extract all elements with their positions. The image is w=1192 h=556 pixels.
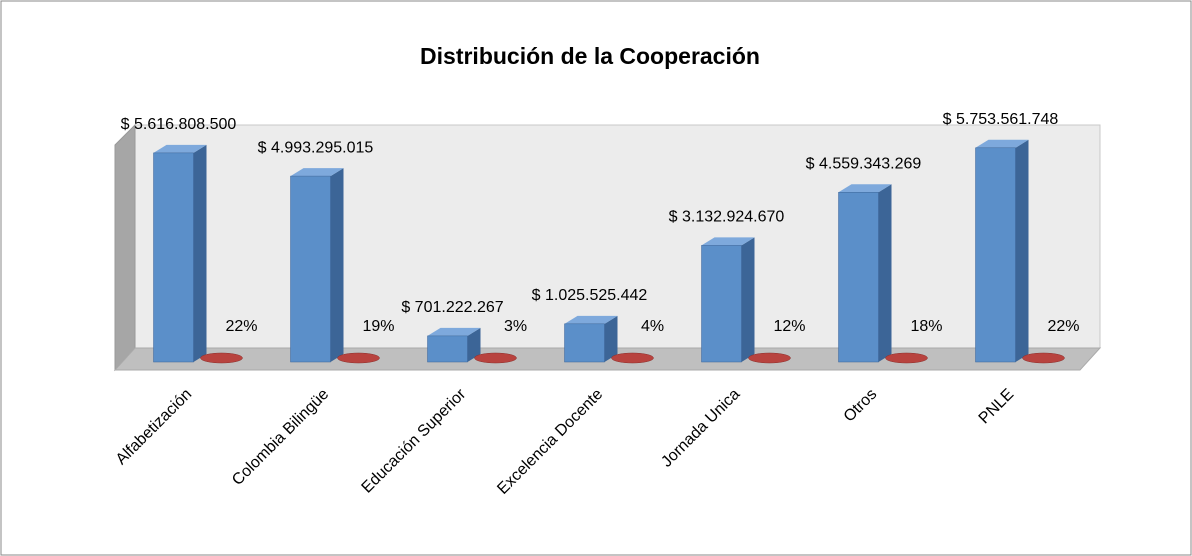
bar-side [193,144,207,362]
bar-side [741,237,755,362]
percent-disc [337,352,380,364]
percent-label: 18% [910,318,942,335]
bar-top [427,327,481,336]
percent-disc [200,352,243,364]
bar-side [878,184,892,362]
bar [290,175,331,363]
bar-side [330,168,344,362]
percent-disc [885,352,928,364]
bar-top [153,144,207,153]
percent-label: 4% [641,318,664,335]
percent-label: 22% [225,318,257,335]
value-label: $ 3.132.924.670 [669,209,785,226]
bar [564,323,605,363]
percent-label: 12% [773,318,805,335]
bar-top [701,237,755,246]
side-wall [114,123,136,372]
bar-top [290,168,344,177]
value-label: $ 5.753.561.748 [943,111,1059,128]
bar-top [975,139,1029,148]
bar-top [838,184,892,193]
value-label: $ 701.222.267 [401,299,503,316]
percent-disc [1022,352,1065,364]
percent-disc [474,352,517,364]
bar-side [604,315,618,362]
bar [427,335,468,363]
value-label: $ 4.993.295.015 [258,139,374,156]
bar-side [467,327,481,362]
bar-top [564,315,618,324]
bar [701,245,742,363]
back-wall [134,124,1101,349]
chart-title: Distribución de la Cooperación [420,43,760,69]
percent-label: 22% [1047,318,1079,335]
percent-disc [611,352,654,364]
percent-label: 19% [362,318,394,335]
value-label: $ 4.559.343.269 [806,155,922,172]
bar [153,152,194,363]
value-label: $ 1.025.525.442 [532,287,648,304]
percent-label: 3% [504,318,527,335]
percent-disc [748,352,791,364]
value-label: $ 5.616.808.500 [121,116,237,133]
bar-side [1015,139,1029,362]
bar [838,192,879,363]
bar [975,147,1016,363]
